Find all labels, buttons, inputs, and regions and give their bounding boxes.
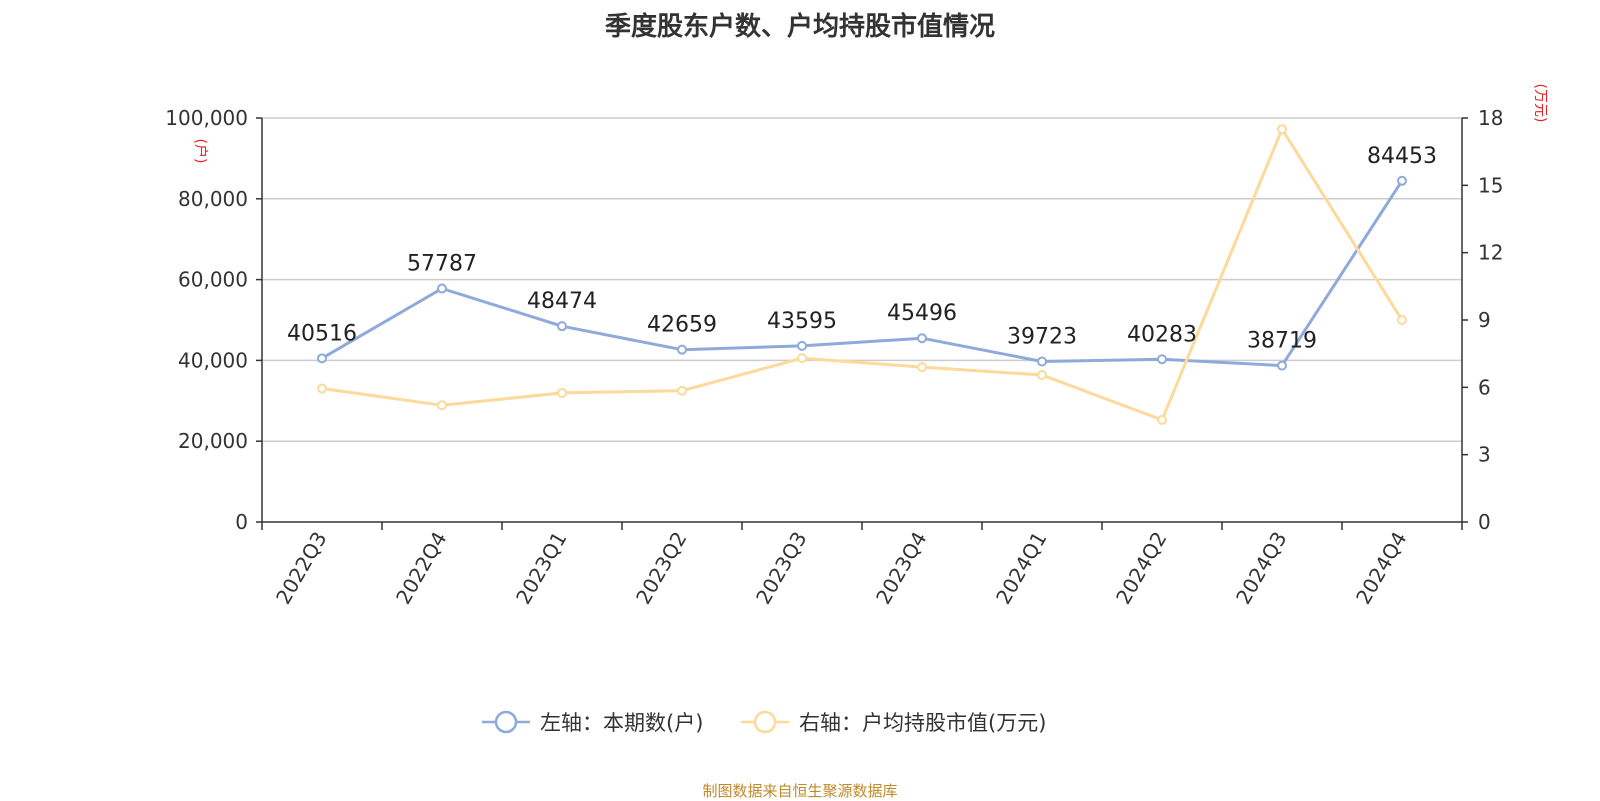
point-holders [1157, 354, 1167, 365]
right-axis-unit: (万元) [1532, 84, 1548, 123]
source-note: 制图数据来自恒生聚源数据库 [702, 782, 898, 800]
legend-label: 左轴：本期数(户) [540, 711, 703, 735]
data-label: 43595 [767, 309, 837, 334]
x-axis-tick-label: 2024Q1 [991, 528, 1051, 609]
right-axis-tick-label: 0 [1478, 510, 1491, 534]
left-axis-tick-label: 0 [235, 510, 248, 534]
left-axis-tick-label: 80,000 [178, 187, 248, 211]
point-market-value [917, 362, 927, 373]
point-market-value [557, 387, 567, 398]
x-axis-tick-label: 2023Q3 [751, 528, 811, 609]
data-label: 40516 [287, 321, 357, 346]
series-line-market-value [321, 127, 1404, 422]
x-axis-tick-label: 2024Q4 [1351, 528, 1411, 609]
x-axis-tick-label: 2022Q3 [271, 528, 331, 609]
point-market-value [1037, 369, 1047, 380]
right-axis-tick-label: 3 [1478, 443, 1491, 467]
data-label: 45496 [887, 301, 957, 326]
point-holders [1277, 360, 1287, 371]
data-label: 42659 [647, 313, 717, 338]
legend-marker [753, 710, 777, 734]
left-axis-unit: (户) [192, 139, 209, 164]
point-holders [1037, 356, 1047, 367]
point-holders [437, 283, 447, 294]
point-market-value [1397, 315, 1407, 325]
right-axis-tick-label: 9 [1478, 308, 1491, 332]
chart: 0 20,000 40,000 60,000 80,000 100,000 0 3 6 9 12 15… [165, 84, 1548, 735]
right-axis-tick-label: 18 [1478, 106, 1503, 130]
right-axis-tick-label: 12 [1478, 241, 1503, 265]
x-axis-tick-label: 2024Q2 [1111, 528, 1171, 609]
left-axis-tick-label: 100,000 [165, 106, 248, 130]
legend-label: 右轴：户均持股市值(万元) [799, 711, 1046, 735]
data-label: 84453 [1367, 144, 1437, 169]
point-holders [917, 333, 927, 344]
x-axis-tick-label: 2024Q3 [1231, 528, 1291, 609]
point-market-value [677, 385, 687, 396]
series-line-holders [321, 179, 1404, 368]
point-market-value [317, 383, 327, 394]
right-axis-tick-label: 6 [1478, 375, 1491, 399]
point-market-value [437, 400, 447, 411]
x-axis-tick-label: 2022Q4 [391, 528, 451, 609]
point-market-value [797, 353, 807, 364]
point-market-value [1277, 124, 1287, 135]
point-holders [1397, 175, 1407, 186]
point-holders [557, 321, 567, 332]
data-label: 39723 [1007, 325, 1077, 350]
data-label: 40283 [1127, 322, 1197, 347]
x-axis-tick-label: 2023Q2 [631, 528, 691, 609]
x-axis-tick-label: 2023Q1 [511, 528, 571, 609]
x-axis-tick-label: 2023Q4 [871, 528, 931, 609]
left-axis-tick-label: 60,000 [178, 268, 248, 292]
left-axis-tick-label: 40,000 [178, 348, 248, 372]
point-holders [797, 340, 807, 351]
data-label: 48474 [527, 289, 597, 314]
data-label: 57787 [407, 252, 477, 277]
left-axis-tick-label: 20,000 [178, 429, 248, 453]
right-axis-tick-label: 15 [1478, 173, 1503, 197]
chart-title: 季度股东户数、户均持股市值情况 [604, 12, 995, 42]
legend-marker [494, 710, 518, 734]
point-holders [317, 353, 327, 364]
data-label: 38719 [1247, 329, 1317, 354]
point-market-value [1157, 414, 1167, 425]
point-holders [677, 344, 687, 355]
